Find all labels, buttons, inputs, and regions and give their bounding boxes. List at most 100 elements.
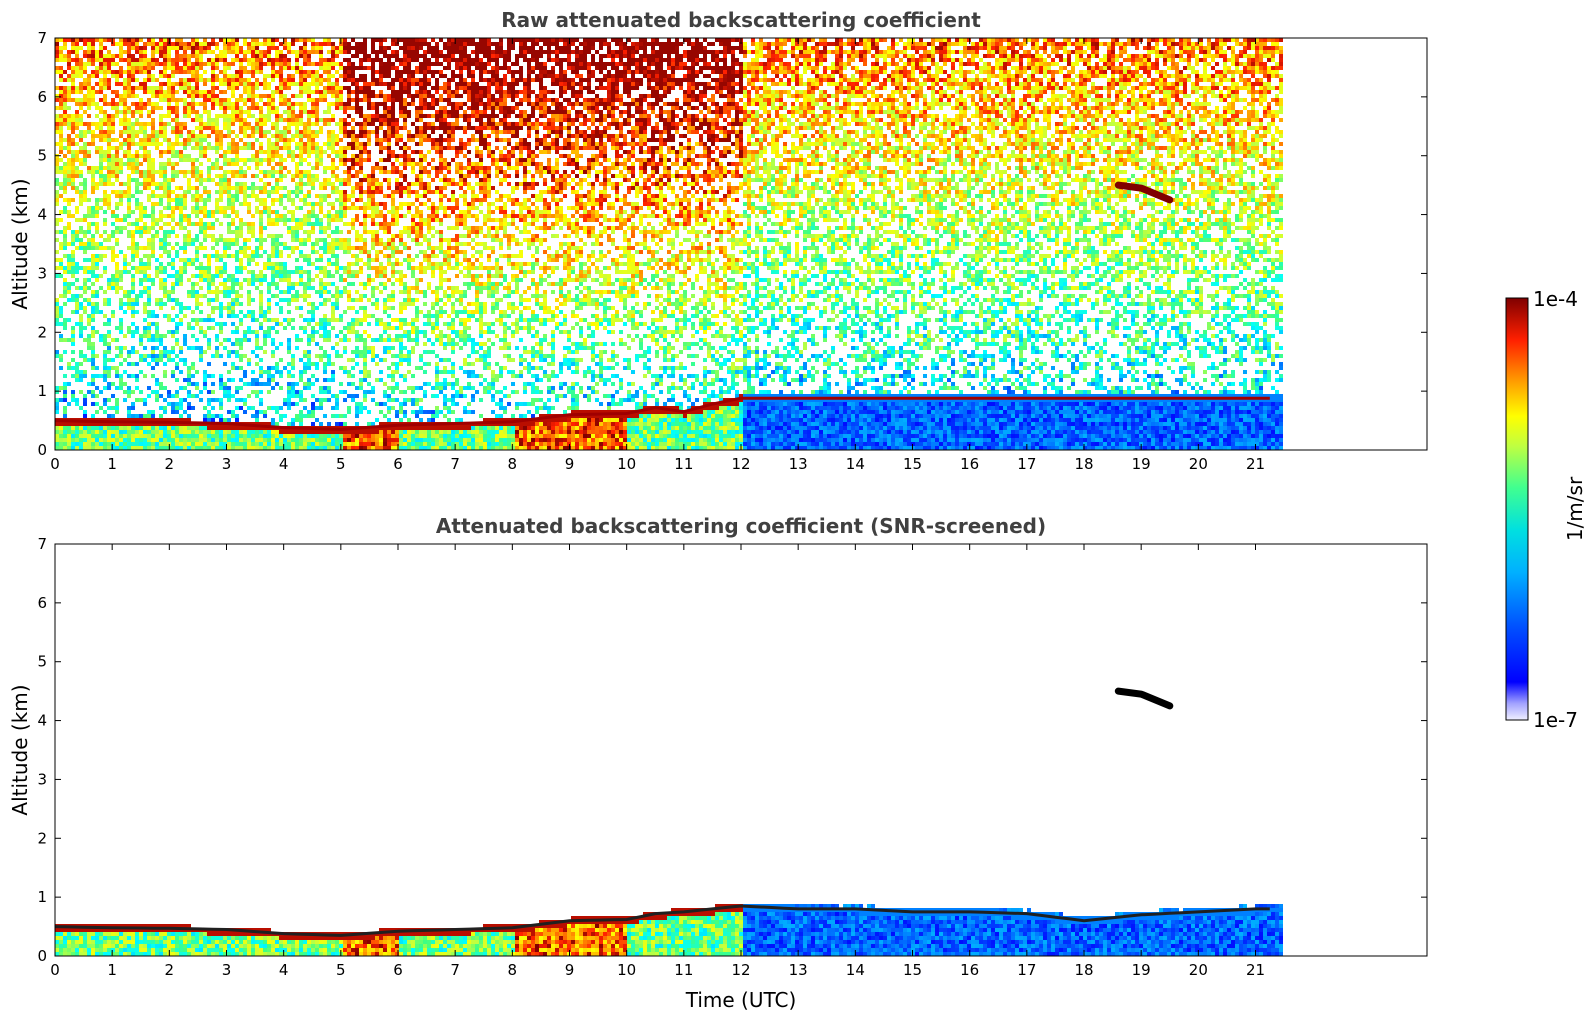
heatmap-cell [259, 218, 263, 222]
heatmap-cell [75, 50, 79, 54]
heatmap-cell [183, 78, 187, 82]
heatmap-cell [283, 94, 287, 98]
heatmap-cell [367, 150, 371, 154]
heatmap-cell [339, 354, 343, 358]
heatmap-cell [155, 230, 159, 234]
heatmap-cell [271, 126, 275, 130]
heatmap-cell [147, 194, 151, 198]
heatmap-cell [187, 110, 191, 114]
heatmap-cell [219, 82, 223, 86]
heatmap-cell [183, 398, 187, 402]
heatmap-cell [331, 134, 335, 138]
heatmap-cell [175, 442, 179, 446]
heatmap-cell [107, 382, 111, 386]
heatmap-cell [259, 238, 263, 242]
heatmap-cell [147, 394, 151, 398]
heatmap-cell [183, 114, 187, 118]
heatmap-cell [247, 258, 251, 262]
heatmap-cell [203, 350, 207, 354]
heatmap-cell [151, 178, 155, 182]
heatmap-cell [319, 406, 323, 410]
heatmap-cell [347, 274, 351, 278]
heatmap-cell [371, 106, 375, 110]
heatmap-cell [307, 354, 311, 358]
heatmap-cell [359, 234, 363, 238]
heatmap-cell [327, 118, 331, 122]
heatmap-cell [343, 338, 347, 342]
heatmap-cell [203, 206, 207, 210]
heatmap-cell [215, 442, 219, 446]
heatmap-cell [91, 90, 95, 94]
heatmap-cell [207, 270, 211, 274]
heatmap-cell [351, 222, 355, 226]
heatmap-cell [103, 102, 107, 106]
heatmap-cell [219, 426, 223, 430]
heatmap-cell [271, 430, 275, 434]
heatmap-cell [171, 306, 175, 310]
heatmap-cell [319, 430, 323, 434]
heatmap-cell [95, 274, 99, 278]
heatmap-cell [219, 430, 223, 434]
heatmap-cell [359, 178, 363, 182]
heatmap-cell [223, 250, 227, 254]
heatmap-cell [367, 274, 371, 278]
heatmap-cell [271, 58, 275, 62]
heatmap-cell [131, 130, 135, 134]
heatmap-cell [191, 90, 195, 94]
heatmap-cell [263, 278, 267, 282]
heatmap-cell [159, 334, 163, 338]
heatmap-cell [175, 126, 179, 130]
heatmap-cell [311, 278, 315, 282]
heatmap-cell [103, 110, 107, 114]
heatmap-cell [271, 246, 275, 250]
heatmap-cell [251, 134, 255, 138]
heatmap-cell [311, 402, 315, 406]
heatmap-cell [115, 90, 119, 94]
heatmap-cell [371, 42, 375, 46]
heatmap-cell [319, 358, 323, 362]
heatmap-cell [63, 374, 67, 378]
heatmap-cell [327, 42, 331, 46]
heatmap-cell [67, 318, 71, 322]
heatmap-cell [203, 238, 207, 242]
heatmap-cell [215, 54, 219, 58]
heatmap-cell [279, 234, 283, 238]
heatmap-cell [315, 158, 319, 162]
heatmap-cell [295, 382, 299, 386]
heatmap-cell [99, 38, 103, 42]
heatmap-cell [67, 402, 71, 406]
heatmap-cell [63, 282, 67, 286]
heatmap-cell [67, 298, 71, 302]
heatmap-cell [267, 162, 271, 166]
heatmap-cell [183, 250, 187, 254]
heatmap-cell [275, 442, 279, 446]
heatmap-cell [123, 254, 127, 258]
heatmap-cell [315, 74, 319, 78]
heatmap-cell [323, 366, 327, 370]
heatmap-cell [335, 198, 339, 202]
heatmap-cell [131, 414, 135, 418]
heatmap-cell [227, 278, 231, 282]
heatmap-cell [359, 130, 363, 134]
heatmap-cell [223, 162, 227, 166]
heatmap-cell [179, 210, 183, 214]
heatmap-cell [315, 418, 319, 422]
heatmap-cell [319, 322, 323, 326]
heatmap-cell [87, 286, 91, 290]
heatmap-cell [143, 438, 147, 442]
heatmap-cell [111, 98, 115, 102]
heatmap-cell [187, 190, 191, 194]
heatmap-cell [303, 50, 307, 54]
heatmap-cell [135, 442, 139, 446]
heatmap-cell [347, 170, 351, 174]
heatmap-cell [119, 202, 123, 206]
heatmap-cell [367, 370, 371, 374]
heatmap-cell [187, 394, 191, 398]
heatmap-cell [251, 222, 255, 226]
heatmap-cell [135, 226, 139, 230]
heatmap-cell [295, 414, 299, 418]
heatmap-cell [275, 198, 279, 202]
heatmap-cell [327, 434, 331, 438]
heatmap-cell [83, 198, 87, 202]
heatmap-cell [115, 446, 119, 450]
